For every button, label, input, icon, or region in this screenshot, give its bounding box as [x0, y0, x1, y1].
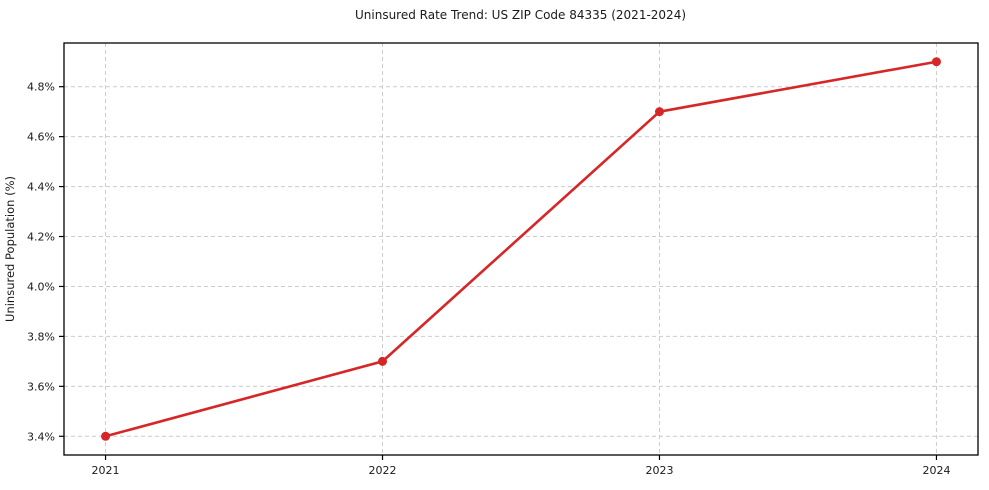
- x-tick-label: 2023: [645, 464, 673, 477]
- data-point-marker: [101, 431, 111, 441]
- x-tick-label: 2022: [369, 464, 397, 477]
- data-point-marker: [378, 356, 388, 366]
- x-tick-label: 2021: [92, 464, 120, 477]
- data-point-marker: [931, 57, 941, 67]
- grid-layer: [64, 43, 978, 455]
- y-tick-label: 4.2%: [27, 231, 55, 244]
- series-layer: [101, 57, 941, 441]
- x-tick-label: 2024: [922, 464, 950, 477]
- axes-layer: 3.4% 3.6% 3.8% 4.0% 4.2% 4.4% 4.6% 4.8% 2021 2022…: [27, 42, 979, 477]
- y-tick-label: 3.4%: [27, 430, 55, 443]
- y-tick-label: 4.6%: [27, 131, 55, 144]
- plot-border: [63, 42, 979, 456]
- y-tick-label: 4.4%: [27, 181, 55, 194]
- trend-line: [104, 60, 938, 438]
- y-tick-label: 4.0%: [27, 280, 55, 293]
- y-tick-label: 3.6%: [27, 380, 55, 393]
- data-point-marker: [654, 107, 664, 117]
- y-tick-label: 3.8%: [27, 330, 55, 343]
- y-axis-label: Uninsured Population (%): [3, 176, 17, 322]
- y-tick-label: 4.8%: [27, 81, 55, 94]
- chart-title: Uninsured Rate Trend: US ZIP Code 84335 …: [354, 8, 687, 22]
